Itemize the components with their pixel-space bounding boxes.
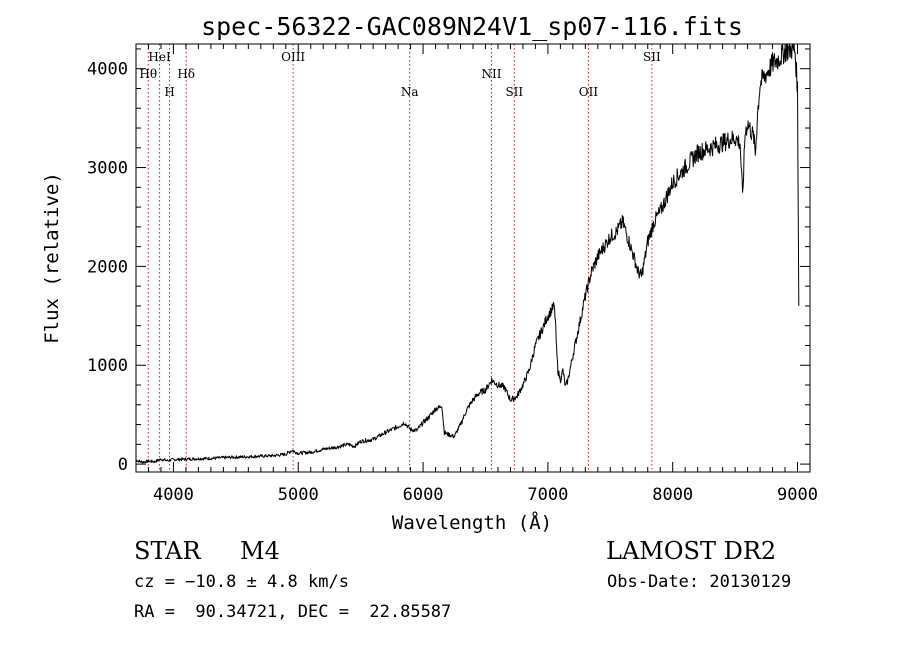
y-tick-label: 4000 xyxy=(87,60,128,80)
plot-frame xyxy=(135,43,811,473)
velocity-text: cz = −10.8 ± 4.8 km/s xyxy=(134,572,349,592)
reference-lines xyxy=(147,44,653,472)
reference-line-label: Hθ xyxy=(139,67,157,81)
reference-line-label: OIII xyxy=(281,50,305,64)
chart-title: spec-56322-GAC089N24V1_sp07-116.fits xyxy=(201,12,743,41)
y-tick-label: 0 xyxy=(118,455,128,475)
y-tick-label: 3000 xyxy=(87,159,128,179)
x-tick-label: 4000 xyxy=(153,485,194,505)
object-subclass: M4 xyxy=(240,537,280,565)
x-tick-label: 7000 xyxy=(527,485,568,505)
reference-line-label: HeI xyxy=(148,50,171,64)
x-tick-labels: 4000 5000 6000 7000 8000 9000 xyxy=(153,485,818,505)
spectrum-line xyxy=(135,43,800,464)
object-class: STAR xyxy=(134,537,201,565)
y-tick-label: 2000 xyxy=(87,257,128,277)
x-tick-label: 6000 xyxy=(403,485,444,505)
x-axis-label: Wavelength (Å) xyxy=(392,511,552,534)
axis-ticks xyxy=(135,44,811,472)
coordinates-text: RA = 90.34721, DEC = 22.85587 xyxy=(134,602,452,622)
x-tick-label: 8000 xyxy=(652,485,693,505)
x-tick-label: 9000 xyxy=(777,485,818,505)
reference-line-label: SII xyxy=(505,85,523,99)
reference-line-label: Hδ xyxy=(177,67,195,81)
reference-line-label: Na xyxy=(401,85,419,99)
y-tick-labels: 0 1000 2000 3000 4000 xyxy=(87,60,128,475)
obs-date-text: Obs-Date: 20130129 xyxy=(607,572,792,592)
reference-line-label: NII xyxy=(481,67,501,81)
y-axis-label: Flux (relative) xyxy=(41,172,63,344)
reference-line-label: OII xyxy=(579,85,599,99)
y-tick-label: 1000 xyxy=(87,356,128,376)
reference-line-label: SII xyxy=(643,50,661,64)
reference-line-label: H xyxy=(164,85,174,99)
x-tick-label: 5000 xyxy=(278,485,319,505)
survey-label: LAMOST DR2 xyxy=(606,537,777,565)
line-labels: Hθ HeI HHδ OIII Na NII SII OII SII xyxy=(139,50,661,99)
